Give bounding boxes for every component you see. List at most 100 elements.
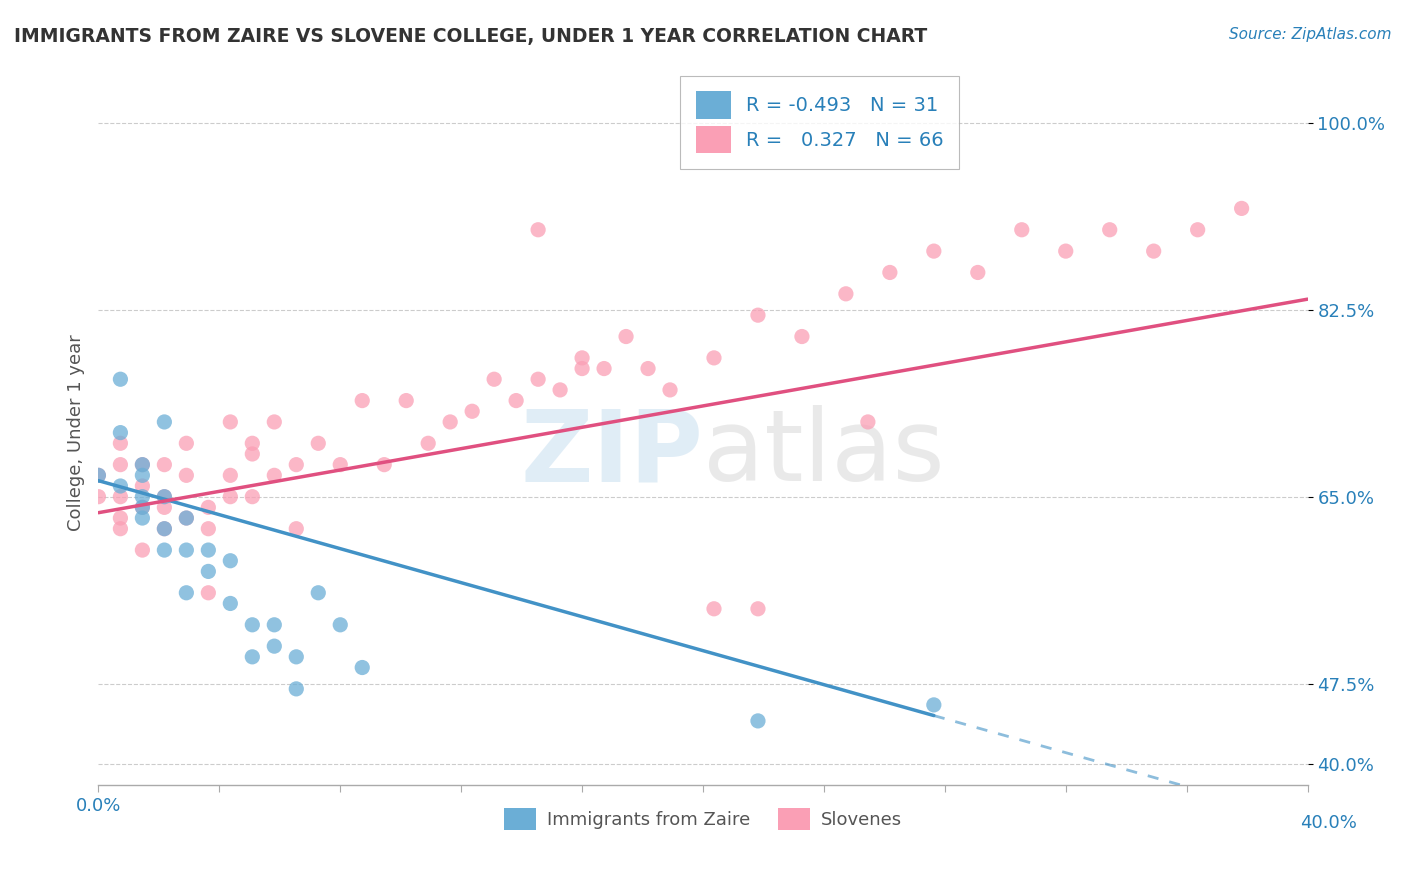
Point: [747, 601, 769, 615]
Y-axis label: College, Under 1 year: College, Under 1 year: [66, 334, 84, 531]
Point: [1011, 223, 1033, 237]
Point: [219, 415, 242, 429]
Point: [153, 490, 176, 504]
Point: [176, 543, 198, 558]
Point: [439, 415, 461, 429]
Point: [219, 490, 242, 504]
Point: [197, 543, 219, 558]
Point: [966, 265, 988, 279]
Point: [614, 329, 637, 343]
Point: [593, 361, 616, 376]
Point: [790, 329, 813, 343]
Point: [240, 447, 263, 461]
Point: [285, 522, 308, 536]
Point: [329, 458, 352, 472]
Point: [373, 458, 395, 472]
Point: [110, 425, 132, 440]
Point: [1054, 244, 1077, 259]
Point: [571, 361, 593, 376]
Point: [131, 479, 153, 493]
Point: [1230, 202, 1253, 216]
Point: [176, 468, 198, 483]
Point: [329, 617, 352, 632]
Point: [482, 372, 505, 386]
Point: [153, 522, 176, 536]
Point: [352, 393, 374, 408]
Point: [548, 383, 571, 397]
Point: [131, 458, 153, 472]
Point: [87, 468, 110, 483]
Point: [703, 351, 725, 365]
Point: [131, 511, 153, 525]
Point: [285, 458, 308, 472]
Point: [307, 586, 329, 600]
Point: [922, 698, 945, 712]
Point: [352, 660, 374, 674]
Point: [659, 383, 682, 397]
Point: [263, 639, 285, 653]
Point: [176, 511, 198, 525]
Point: [176, 436, 198, 450]
Point: [240, 436, 263, 450]
Point: [1098, 223, 1121, 237]
Point: [87, 490, 110, 504]
Point: [219, 554, 242, 568]
Text: 40.0%: 40.0%: [1301, 814, 1357, 831]
Text: atlas: atlas: [703, 405, 945, 502]
Point: [131, 490, 153, 504]
Point: [879, 265, 901, 279]
Point: [240, 649, 263, 664]
Point: [110, 372, 132, 386]
Point: [219, 468, 242, 483]
Point: [922, 244, 945, 259]
Point: [110, 522, 132, 536]
Point: [110, 511, 132, 525]
Point: [131, 543, 153, 558]
Point: [131, 468, 153, 483]
Point: [747, 714, 769, 728]
Point: [153, 415, 176, 429]
Text: IMMIGRANTS FROM ZAIRE VS SLOVENE COLLEGE, UNDER 1 YEAR CORRELATION CHART: IMMIGRANTS FROM ZAIRE VS SLOVENE COLLEGE…: [14, 27, 928, 45]
Point: [153, 500, 176, 515]
Point: [153, 490, 176, 504]
Point: [197, 565, 219, 579]
Point: [285, 649, 308, 664]
Point: [856, 415, 879, 429]
Point: [263, 617, 285, 632]
Point: [263, 468, 285, 483]
Text: ZIP: ZIP: [520, 405, 703, 502]
Point: [505, 393, 527, 408]
Point: [461, 404, 484, 418]
Point: [153, 522, 176, 536]
Point: [176, 586, 198, 600]
Point: [197, 522, 219, 536]
Point: [747, 308, 769, 322]
Point: [1187, 223, 1209, 237]
Point: [418, 436, 440, 450]
Point: [131, 500, 153, 515]
Point: [527, 372, 550, 386]
Point: [110, 490, 132, 504]
Point: [197, 500, 219, 515]
Point: [110, 479, 132, 493]
Point: [176, 511, 198, 525]
Point: [131, 500, 153, 515]
Legend: Immigrants from Zaire, Slovenes: Immigrants from Zaire, Slovenes: [495, 799, 911, 839]
Point: [703, 601, 725, 615]
Point: [571, 351, 593, 365]
Point: [307, 436, 329, 450]
Point: [285, 681, 308, 696]
Point: [197, 586, 219, 600]
Point: [153, 543, 176, 558]
Point: [395, 393, 418, 408]
Point: [240, 490, 263, 504]
Point: [637, 361, 659, 376]
Point: [87, 468, 110, 483]
Point: [527, 223, 550, 237]
Point: [240, 617, 263, 632]
Point: [263, 415, 285, 429]
Point: [219, 597, 242, 611]
Point: [110, 436, 132, 450]
Point: [1143, 244, 1166, 259]
Point: [110, 458, 132, 472]
